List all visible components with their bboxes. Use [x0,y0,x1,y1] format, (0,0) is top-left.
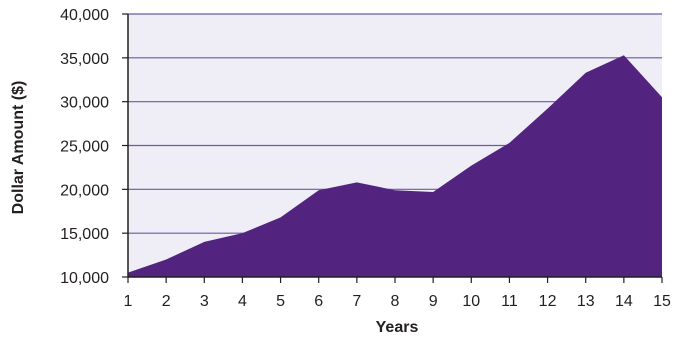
x-tick-label: 2 [162,293,171,310]
y-tick-label: 40,000 [60,7,109,24]
x-tick-label: 5 [276,293,285,310]
y-axis-title: Dollar Amount ($) [10,81,27,215]
x-tick-label: 14 [615,293,633,310]
gridlines [128,13,662,234]
x-tick-label: 13 [577,293,595,310]
x-axis-title: Years [376,319,419,336]
y-tick-label: 25,000 [60,139,109,156]
area-series [128,55,662,277]
y-tick-label: 35,000 [60,51,109,68]
x-tick-label: 4 [238,293,247,310]
x-tick-label: 3 [200,293,209,310]
x-tick-label: 12 [539,293,557,310]
x-tick-label: 6 [314,293,323,310]
y-axis-tick-labels: 10,000 15,000 20,000 25,000 30,000 35,000 40,0… [60,7,128,287]
x-axis-tick-labels: 1 2 3 4 5 6 7 8 9 10 11 12 13 14 15 [124,277,671,310]
y-tick-label: 30,000 [60,95,109,112]
x-tick-label: 8 [391,293,400,310]
y-tick-label: 15,000 [60,226,109,243]
x-tick-label: 9 [429,293,438,310]
x-tick-label: 11 [501,293,518,310]
x-tick-label: 1 [124,293,133,310]
x-tick-label: 10 [462,293,480,310]
y-tick-label: 20,000 [60,182,109,199]
y-tick-label: 10,000 [60,270,109,287]
x-tick-label: 7 [352,293,361,310]
x-tick-label: 15 [653,293,671,310]
